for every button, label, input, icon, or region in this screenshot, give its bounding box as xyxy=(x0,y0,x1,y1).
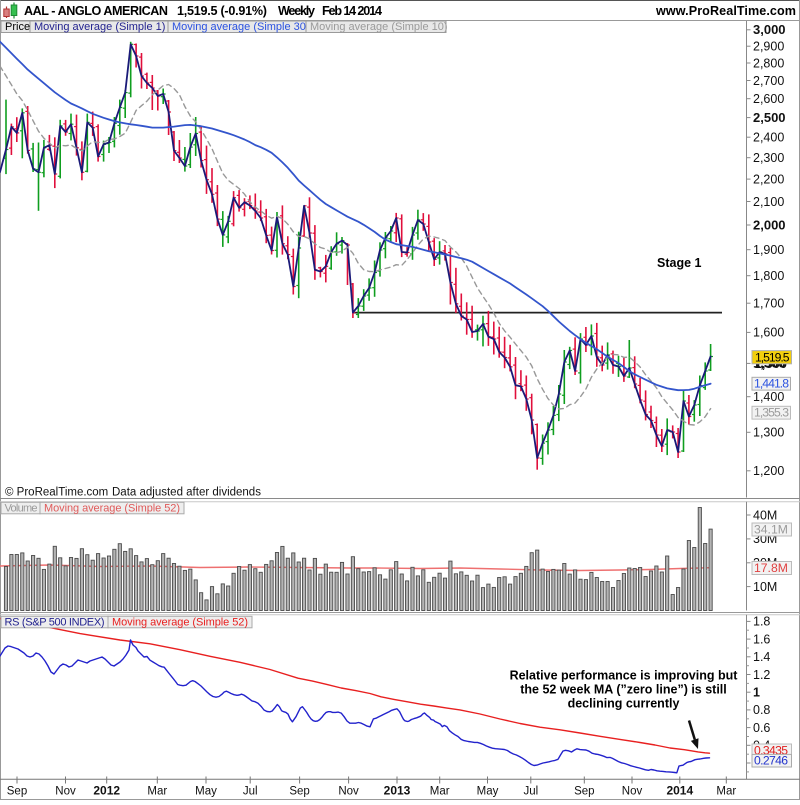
svg-text:2,800: 2,800 xyxy=(753,56,784,70)
svg-text:34.1M: 34.1M xyxy=(754,523,788,537)
svg-text:1,600: 1,600 xyxy=(753,326,784,340)
svg-text:2014: 2014 xyxy=(666,784,693,798)
svg-text:Nov: Nov xyxy=(338,786,359,798)
svg-text:1,441.8: 1,441.8 xyxy=(754,377,789,391)
svg-text:1,400: 1,400 xyxy=(753,390,784,404)
svg-text:2013: 2013 xyxy=(384,784,411,798)
svg-text:Mar: Mar xyxy=(147,786,167,798)
svg-text:© ProRealTime.com: © ProRealTime.com xyxy=(5,487,108,499)
svg-text:1.8: 1.8 xyxy=(753,615,770,629)
svg-text:May: May xyxy=(477,786,499,798)
svg-text:2,400: 2,400 xyxy=(753,131,784,145)
svg-text:0.6: 0.6 xyxy=(753,721,770,735)
svg-text:2,300: 2,300 xyxy=(753,151,784,165)
svg-text:Volume: Volume xyxy=(5,503,38,515)
svg-text:17.8M: 17.8M xyxy=(754,561,788,575)
svg-text:2,000: 2,000 xyxy=(753,217,786,232)
svg-text:2,900: 2,900 xyxy=(753,40,784,54)
svg-text:1,700: 1,700 xyxy=(753,297,784,311)
svg-text:the 52 week MA (”zero line”) i: the 52 week MA (”zero line”) is still xyxy=(520,683,727,697)
svg-text:Price: Price xyxy=(5,21,30,33)
svg-text:Moving average (Simple 10): Moving average (Simple 10) xyxy=(310,21,448,33)
svg-text:Moving average (Simple 1): Moving average (Simple 1) xyxy=(34,21,165,33)
svg-text:Moving average (Simple 52): Moving average (Simple 52) xyxy=(44,503,180,515)
svg-text:Sep: Sep xyxy=(574,786,594,798)
svg-text:2012: 2012 xyxy=(93,784,120,798)
svg-text:1.4: 1.4 xyxy=(753,650,770,664)
svg-text:1,300: 1,300 xyxy=(753,426,784,440)
svg-text:www.ProRealTime.com: www.ProRealTime.com xyxy=(655,4,796,18)
svg-text:0.8: 0.8 xyxy=(753,703,770,717)
svg-text:RS (S&P 500 INDEX): RS (S&P 500 INDEX) xyxy=(5,617,105,629)
svg-text:Nov: Nov xyxy=(622,786,643,798)
svg-text:May: May xyxy=(195,786,217,798)
svg-text:0.3435: 0.3435 xyxy=(754,743,788,757)
svg-text:Weekly: Weekly xyxy=(278,4,315,18)
svg-text:1,519.5: 1,519.5 xyxy=(755,350,790,364)
svg-text:1,519.5 (-0.91%): 1,519.5 (-0.91%) xyxy=(177,4,267,18)
svg-text:2,100: 2,100 xyxy=(753,195,784,209)
svg-text:Nov: Nov xyxy=(55,786,76,798)
svg-text:Relative performance is improv: Relative performance is improving but xyxy=(510,669,739,683)
svg-text:0.2746: 0.2746 xyxy=(754,754,788,768)
svg-text:1.6: 1.6 xyxy=(753,632,770,646)
svg-text:Data adjusted after dividends: Data adjusted after dividends xyxy=(112,487,261,499)
svg-text:2,500: 2,500 xyxy=(753,110,786,125)
svg-text:2,600: 2,600 xyxy=(753,92,784,106)
svg-text:AAL - ANGLO AMERICAN: AAL - ANGLO AMERICAN xyxy=(24,4,168,18)
svg-text:Sep: Sep xyxy=(289,786,309,798)
svg-text:Jul: Jul xyxy=(523,786,538,798)
svg-text:3,000: 3,000 xyxy=(753,22,786,37)
svg-text:Stage 1: Stage 1 xyxy=(657,256,702,270)
svg-text:Mar: Mar xyxy=(430,786,450,798)
svg-text:10M: 10M xyxy=(753,580,777,594)
svg-text:1: 1 xyxy=(753,686,760,700)
svg-text:Feb 14 2014: Feb 14 2014 xyxy=(322,4,382,18)
svg-text:1,200: 1,200 xyxy=(753,464,784,478)
svg-text:Jul: Jul xyxy=(243,786,258,798)
svg-text:Moving average (Simple 30): Moving average (Simple 30) xyxy=(172,21,310,33)
svg-text:2,200: 2,200 xyxy=(753,172,784,186)
svg-text:Sep: Sep xyxy=(7,786,27,798)
svg-text:Moving average (Simple 52): Moving average (Simple 52) xyxy=(112,617,248,629)
svg-text:40M: 40M xyxy=(753,508,777,522)
svg-text:1,355.3: 1,355.3 xyxy=(754,406,789,420)
svg-text:1,800: 1,800 xyxy=(753,269,784,283)
svg-text:declining currently: declining currently xyxy=(568,697,680,711)
svg-text:1,900: 1,900 xyxy=(753,243,784,257)
svg-text:1.2: 1.2 xyxy=(753,668,770,682)
svg-text:Mar: Mar xyxy=(716,786,736,798)
svg-text:2,700: 2,700 xyxy=(753,74,784,88)
